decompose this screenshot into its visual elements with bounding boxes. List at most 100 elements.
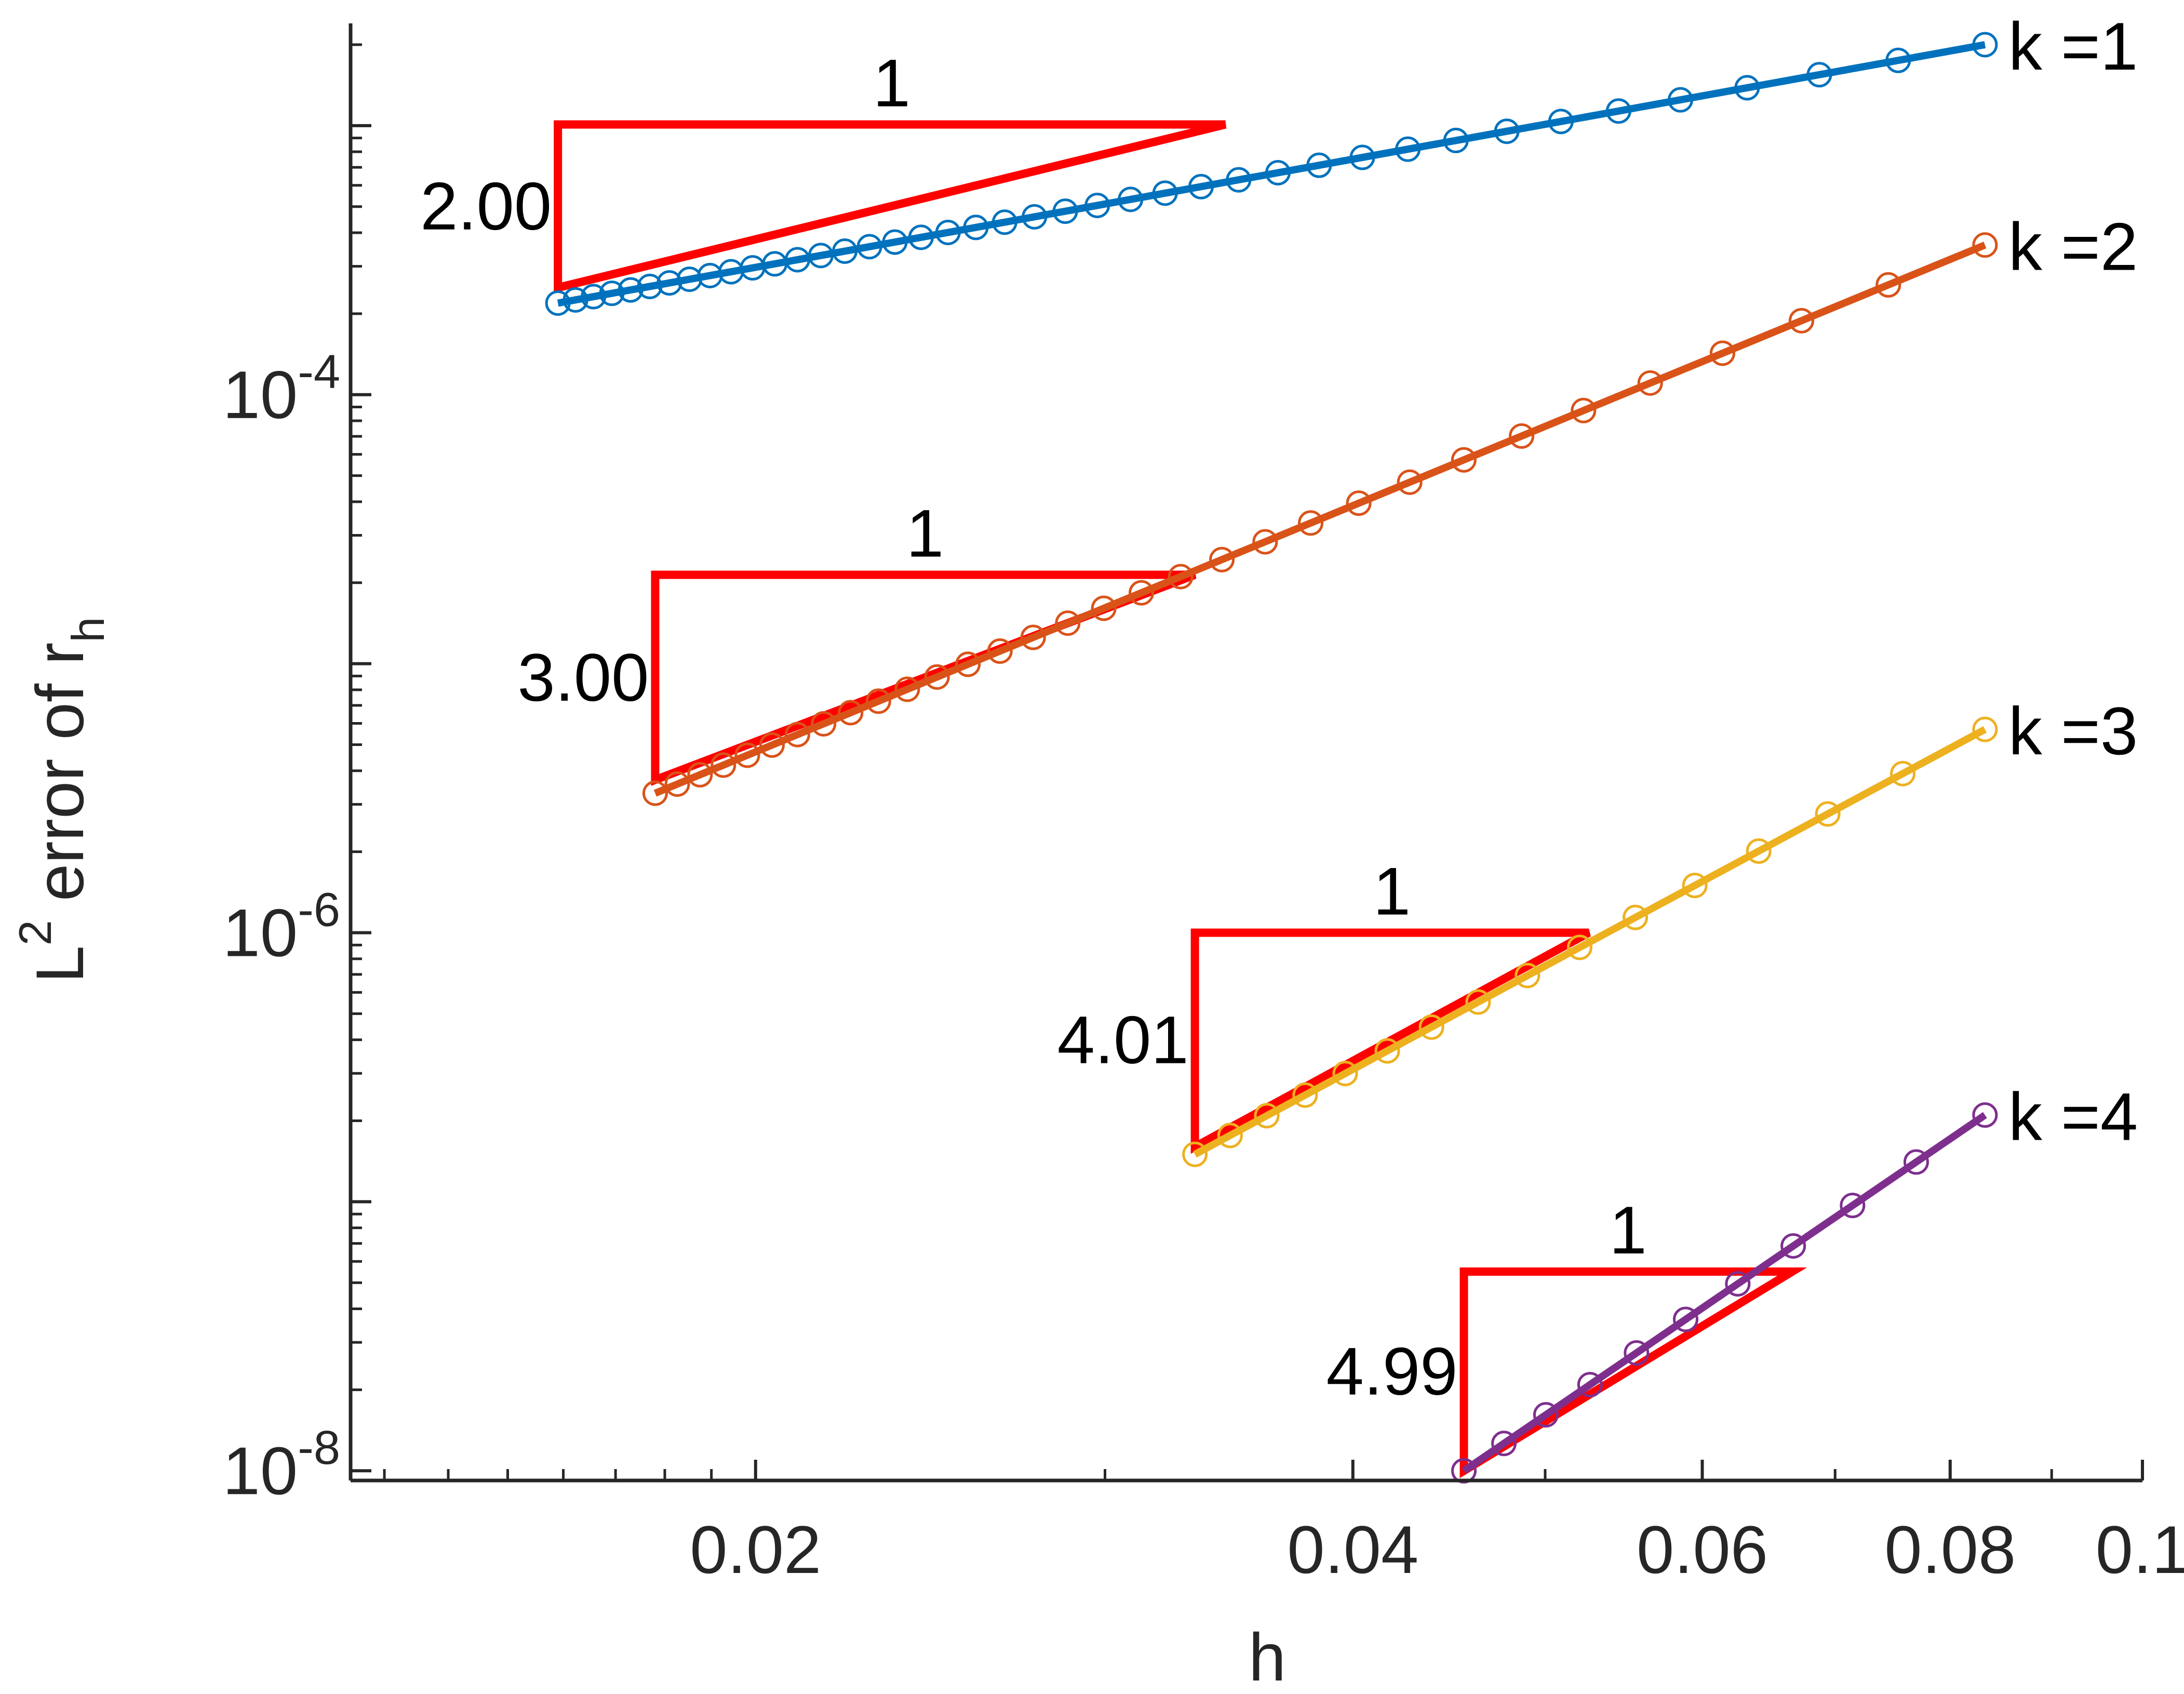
slope-label-1: 2.00	[420, 168, 552, 244]
data-point	[865, 688, 891, 714]
data-point	[1806, 62, 1832, 88]
data-point	[1418, 1014, 1444, 1040]
data-point	[618, 277, 644, 303]
data-point	[637, 273, 663, 299]
data-point	[711, 752, 736, 778]
data-point	[676, 266, 702, 292]
data-point	[987, 638, 1013, 664]
data-point	[1332, 1061, 1358, 1087]
data-point	[811, 711, 837, 737]
x-tick-label: 0.06	[1637, 1512, 1768, 1588]
data-point	[1623, 904, 1649, 930]
y-axis-title-sub: h	[62, 617, 114, 643]
data-point	[1209, 546, 1235, 572]
data-point	[894, 676, 920, 702]
data-point	[1052, 198, 1078, 224]
data-point	[545, 290, 571, 316]
series-line	[1193, 726, 1987, 1158]
x-axis-title: h	[1249, 1619, 1286, 1694]
data-point	[856, 234, 882, 260]
series-label: k =2	[2008, 209, 2138, 285]
slope-triangle-1	[554, 120, 1227, 293]
data-point	[935, 219, 961, 245]
data-point	[1840, 1193, 1866, 1219]
slope-run-label-2: 1	[906, 496, 944, 571]
data-point	[1022, 204, 1048, 230]
data-point	[1509, 423, 1535, 449]
data-point	[1346, 490, 1372, 516]
data-point	[808, 243, 834, 269]
data-point	[1903, 1149, 1929, 1175]
data-point	[1374, 1038, 1400, 1064]
data-point	[1298, 510, 1324, 536]
data-point	[924, 664, 950, 690]
data-point	[1788, 308, 1814, 334]
data-point	[1890, 761, 1916, 786]
data-point	[1084, 192, 1110, 218]
data-point	[1055, 610, 1081, 636]
slope-run-label-1: 1	[873, 45, 910, 121]
data-series: k =1 k =2 k =3 k =4	[545, 8, 2138, 1484]
axes: 0.02 0.04 0.06 0.08 0.1 10-4 10-6 10-8	[223, 23, 2184, 1588]
data-point	[1091, 595, 1117, 621]
data-point	[1491, 1431, 1517, 1457]
y-tick-label: 10-8	[223, 1421, 340, 1509]
data-point	[1188, 174, 1214, 199]
data-point	[1734, 75, 1760, 101]
data-point	[1265, 159, 1291, 185]
data-point	[1780, 1233, 1806, 1259]
series-4: k =4	[1451, 1079, 2138, 1484]
y-tick-label: 10-4	[223, 345, 340, 433]
slope-label-2: 3.00	[517, 639, 649, 715]
data-point	[1548, 109, 1574, 135]
data-point	[1020, 624, 1046, 650]
data-point	[882, 229, 908, 255]
labels: h L2 error of rh	[9, 617, 1286, 1694]
data-point	[1306, 152, 1332, 178]
data-point	[1709, 340, 1735, 366]
slope-triangles: 1 2.00 1 3.00 1 4.01 1 4.99	[420, 45, 1807, 1478]
data-point	[838, 700, 864, 726]
data-point	[1682, 873, 1708, 899]
data-point	[1226, 167, 1252, 193]
data-point	[1118, 186, 1144, 212]
data-point	[1465, 989, 1491, 1015]
data-point	[581, 284, 607, 310]
data-point	[1885, 47, 1911, 73]
slope-run-label-4: 1	[1609, 1192, 1646, 1268]
series-label: k =1	[2008, 8, 2138, 84]
data-point	[1624, 1340, 1650, 1366]
series-3: k =3	[1182, 693, 2138, 1167]
y-axis-title: L2 error of rh	[9, 617, 114, 983]
data-point	[784, 722, 810, 748]
series-label: k =4	[2008, 1079, 2138, 1155]
data-point	[1672, 1306, 1698, 1332]
data-point	[1972, 1102, 1998, 1128]
data-point	[1577, 1372, 1603, 1398]
y-tick-label: 10-6	[223, 884, 340, 971]
x-tick-label: 0.1	[2096, 1512, 2184, 1588]
y-axis-title-base: L	[22, 945, 98, 983]
slope-run-label-3: 1	[1373, 853, 1411, 929]
data-point	[1571, 397, 1597, 423]
data-point	[1292, 1082, 1318, 1108]
series-line	[1462, 1112, 1987, 1474]
data-point	[599, 281, 625, 306]
data-point	[642, 780, 668, 806]
data-point	[562, 287, 588, 313]
data-point	[1129, 580, 1155, 606]
data-point	[1533, 1402, 1559, 1428]
data-point	[1637, 370, 1663, 396]
y-axis-title-sup: 2	[9, 920, 61, 945]
slope-label-3: 4.01	[1057, 1002, 1189, 1078]
data-point	[1668, 87, 1694, 113]
data-point	[664, 771, 690, 797]
data-point	[832, 238, 858, 264]
data-point	[1451, 447, 1477, 473]
data-point	[734, 742, 760, 768]
data-point	[1972, 716, 1998, 742]
data-point	[1566, 935, 1592, 961]
data-point	[687, 762, 713, 788]
data-point	[759, 732, 785, 758]
